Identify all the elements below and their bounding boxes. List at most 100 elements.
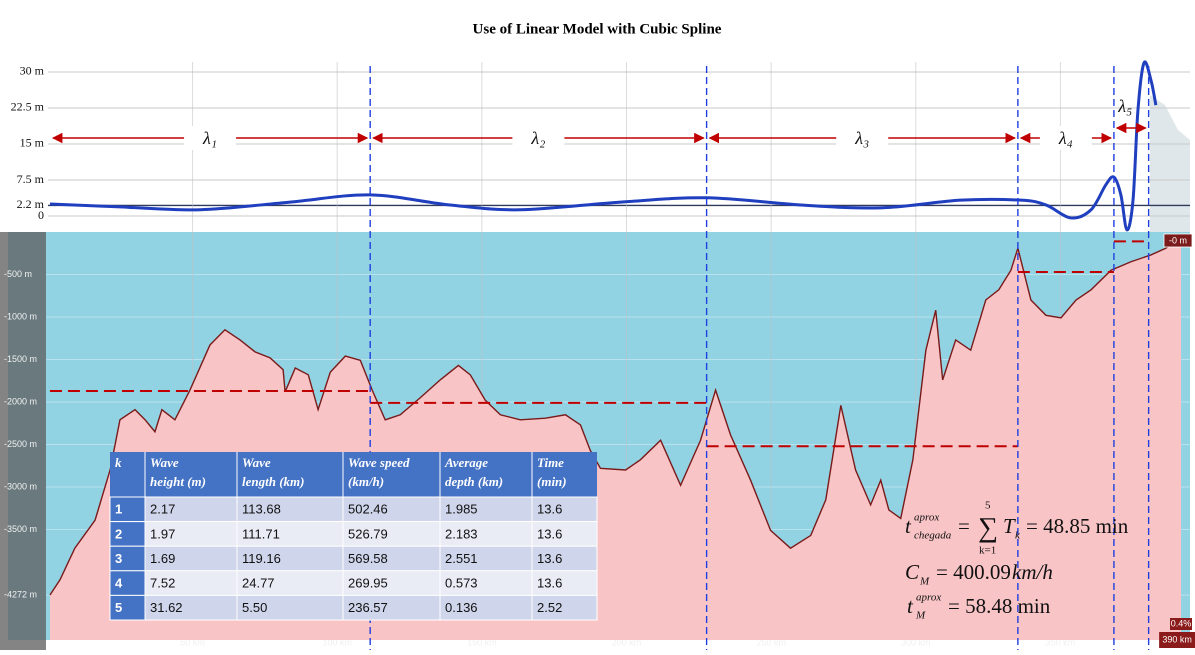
wavelength-label: λ₄ xyxy=(1058,128,1073,148)
formula-sup: aprox xyxy=(914,512,939,524)
wavelength-label: λ₂ xyxy=(530,128,545,148)
row-key: 1 xyxy=(115,502,122,517)
y-tick-label: -3500 m xyxy=(4,524,37,534)
table-cell: 24.77 xyxy=(242,576,275,591)
table-header xyxy=(110,452,597,497)
surface-tag xyxy=(1163,233,1193,248)
header-cell: (min) xyxy=(537,474,567,489)
table-cell: 0.136 xyxy=(445,600,478,615)
header-cell: depth (km) xyxy=(445,474,503,489)
row-key: 3 xyxy=(115,551,122,566)
y-tick-label: -1000 m xyxy=(4,311,37,321)
table-cell: 113.68 xyxy=(242,502,281,517)
formula-result: = 48.85 min xyxy=(1026,514,1129,538)
table-cell: 2.52 xyxy=(537,600,562,615)
formula-term: T xyxy=(1003,514,1016,538)
formula-sub: M xyxy=(919,576,930,588)
y-tick-label: -2500 m xyxy=(4,439,37,449)
header-cell: Wave speed xyxy=(348,455,410,470)
row-key-cell xyxy=(109,594,146,621)
table-cell: 13.6 xyxy=(537,526,562,541)
table-cell: 0.573 xyxy=(445,576,478,591)
table-cell: 1.69 xyxy=(150,551,175,566)
formula-symbol: C xyxy=(905,560,920,584)
wavelength-label: λ₅ xyxy=(1117,96,1132,116)
table-cell: 1.97 xyxy=(150,526,175,541)
table-cell: 5.50 xyxy=(242,600,267,615)
header-cell: k xyxy=(115,455,122,470)
x-end-label: 390 km xyxy=(1162,634,1192,644)
y-tick-label: 22.5 m xyxy=(11,100,45,114)
x-tick-label: 50 km xyxy=(180,637,205,647)
x-tick-label: 200 km xyxy=(612,637,642,647)
spray xyxy=(1150,95,1190,232)
y-tick-label: 15 m xyxy=(20,136,45,150)
formula-sub: M xyxy=(915,610,926,622)
y-tick-label: 7.5 m xyxy=(17,172,45,186)
depth-strip xyxy=(0,232,46,650)
x-tick-label: 100 km xyxy=(322,637,352,647)
table-cell: 269.95 xyxy=(348,576,388,591)
label-box xyxy=(184,126,237,150)
header-cell: Wave xyxy=(242,455,271,470)
header-cell: length (km) xyxy=(242,474,304,489)
table-cell: 2.17 xyxy=(150,502,175,517)
header-cell: Wave xyxy=(150,455,179,470)
y-tick-label: -3000 m xyxy=(4,481,37,491)
label-box xyxy=(836,126,889,150)
label-box xyxy=(1039,126,1092,150)
formula-term-sub: k xyxy=(1015,530,1021,542)
grade-tag xyxy=(1170,618,1192,630)
table-cell: 119.16 xyxy=(242,551,281,566)
formula-result: = 400.09 xyxy=(936,560,1011,584)
table-cell: 7.52 xyxy=(150,576,175,591)
formula-sup: aprox xyxy=(916,592,941,604)
annotations: λ₁ λ₂ λ₃ λ₄ λ₅ -0 m 0.4% 390 km xyxy=(49,66,1195,650)
x-tick-label: 250 km xyxy=(756,637,786,647)
formula-sum: ∑ xyxy=(978,512,998,543)
table-cell: 236.57 xyxy=(348,600,388,615)
wave-line xyxy=(49,60,1158,232)
table-cell: 13.6 xyxy=(537,502,562,517)
row-key-cell xyxy=(109,521,146,547)
x-end-tag xyxy=(1159,632,1195,648)
label-box xyxy=(512,126,565,150)
x-tick-label: 150 km xyxy=(467,637,497,647)
table-cell: 569.58 xyxy=(348,551,388,566)
formulas: t aprox chegada = ∑ 5 k=1 T k = 48.85 mi… xyxy=(905,500,1129,622)
table-cell: 31.62 xyxy=(150,600,183,615)
header-cell: Time xyxy=(537,455,564,470)
header-cell: Average xyxy=(444,455,488,470)
header-cell: height (m) xyxy=(150,474,206,489)
x-tick-label: 350 km xyxy=(1046,637,1076,647)
table-cell: 111.71 xyxy=(242,526,280,541)
y-tick-label: 0 xyxy=(38,208,44,222)
table-cell: 502.46 xyxy=(348,502,388,517)
table-cell: 1.985 xyxy=(445,502,478,517)
formula-symbol: t xyxy=(905,514,912,538)
grade-label: 0.4% xyxy=(1171,618,1192,628)
table-cell: 2.183 xyxy=(445,526,478,541)
row-key: 2 xyxy=(115,526,122,541)
formula-result: = 58.48 min xyxy=(948,594,1051,618)
formula-equals: = xyxy=(958,514,970,538)
formula-sum-upper: 5 xyxy=(985,500,991,512)
y-tick-label: -2000 m xyxy=(4,396,37,406)
y-tick-label: 30 m xyxy=(20,64,45,78)
formula-sum-lower: k=1 xyxy=(979,545,996,557)
y-tick-label: -500 m xyxy=(4,269,32,279)
y-tick-label: -4272 m xyxy=(4,589,37,599)
formula-sub: chegada xyxy=(914,530,952,542)
table: k Wave height (m) Wave length (km) Wave speed… xyxy=(109,452,598,621)
formula-symbol: t xyxy=(907,594,914,618)
surface-tag-label: -0 m xyxy=(1169,235,1187,245)
wavelength-label: λ₃ xyxy=(854,128,869,148)
y-tick-label: -1500 m xyxy=(4,354,37,364)
row-key: 5 xyxy=(115,600,122,615)
table-cell: 2.551 xyxy=(445,551,478,566)
header-cell: (km/h) xyxy=(348,474,384,489)
chart-title: Use of Linear Model with Cubic Spline xyxy=(473,21,722,37)
table-row xyxy=(144,594,598,621)
x-tick-label: 300 km xyxy=(901,637,931,647)
